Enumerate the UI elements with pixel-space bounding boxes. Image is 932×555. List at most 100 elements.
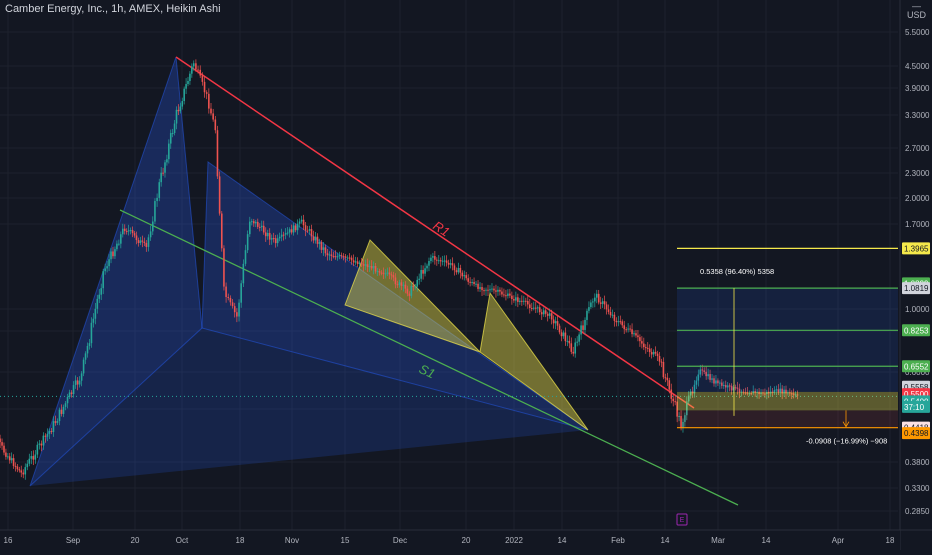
candle-body: [672, 398, 675, 402]
candle-body: [542, 310, 545, 315]
candle-body: [738, 388, 741, 393]
candle-body: [22, 472, 25, 475]
candle-body: [252, 221, 255, 224]
candle-body: [340, 255, 343, 257]
measure-down-arrow: [842, 421, 850, 428]
candle-body: [507, 293, 509, 296]
time-tick-label: Feb: [611, 536, 625, 545]
candle-body: [7, 456, 9, 458]
candle-body: [517, 297, 519, 302]
time-tick-label: 2022: [505, 536, 523, 545]
price-badge-8: [902, 400, 930, 413]
candle-body: [191, 66, 193, 74]
candle-body: [469, 281, 471, 283]
candle-body: [282, 234, 285, 236]
candle-body: [120, 234, 122, 244]
price-badge-3: [902, 324, 930, 337]
candle-body: [143, 241, 146, 243]
price-tick-label: 0.3800: [905, 458, 930, 467]
candle-body: [627, 328, 629, 330]
candle-body: [223, 248, 225, 287]
candle-body: [584, 319, 586, 330]
candle-body: [24, 467, 27, 475]
candle-body: [139, 240, 142, 243]
candle-body: [276, 238, 279, 244]
candle-body: [742, 391, 745, 393]
candle-body: [758, 391, 760, 394]
candle-body: [185, 84, 187, 89]
candle-body: [78, 380, 81, 385]
price-tick-label: 1.7000: [905, 220, 930, 229]
candle-body: [603, 301, 606, 305]
candle-body: [352, 260, 355, 263]
candle-body: [719, 382, 721, 384]
candle-body: [680, 416, 682, 429]
candle-body: [693, 384, 696, 394]
candle-body: [220, 213, 223, 249]
candle-body: [20, 470, 23, 473]
candle-body: [110, 251, 112, 260]
candle-body: [485, 289, 487, 291]
candle-body: [272, 238, 275, 240]
candle-body: [794, 394, 797, 396]
candle-body: [546, 313, 549, 316]
measure-down-label: -0.0908 (−16.99%) −908: [806, 437, 887, 446]
candle-body: [212, 113, 214, 120]
harmonic-patterns: [29, 56, 589, 487]
candle-body: [380, 272, 383, 274]
candle-body: [68, 392, 71, 398]
candle-body: [354, 261, 357, 263]
candle-body: [475, 283, 477, 285]
candle-body: [404, 284, 407, 289]
candle-body: [10, 458, 13, 461]
candle-body: [12, 458, 15, 466]
candle-body: [684, 415, 686, 422]
price-axis: 5.5000 4.5000 3.9000 3.3000 2.7000 2.3000 2.00…: [899, 0, 932, 550]
candle-body: [570, 343, 573, 352]
candle-body: [278, 236, 281, 239]
candle-body: [40, 443, 43, 446]
candle-body: [654, 351, 657, 354]
candle-body: [162, 172, 164, 174]
candle-body: [254, 221, 257, 224]
candle-body: [318, 242, 321, 244]
candle-body: [717, 380, 719, 384]
price-badge-4: [902, 360, 930, 373]
candle-body: [766, 391, 768, 394]
candle-body: [538, 307, 541, 313]
candle-body: [505, 295, 507, 297]
candle-body: [266, 232, 269, 237]
candle-body: [674, 401, 676, 403]
candle-body: [432, 256, 434, 258]
candle-body: [34, 454, 37, 460]
candle-body: [414, 286, 417, 288]
candle-body: [284, 233, 287, 235]
candle-body: [86, 345, 89, 354]
candle-body: [179, 106, 182, 112]
candle-body: [658, 355, 661, 362]
candle-body: [619, 321, 622, 323]
candle-body: [374, 265, 377, 272]
candle-body: [527, 300, 529, 305]
currency-top-mark: —: [911, 1, 921, 11]
candle-body: [135, 235, 138, 241]
candle-body: [264, 232, 267, 237]
candle-body: [586, 310, 588, 320]
candle-body: [597, 293, 600, 303]
candle-body: [370, 266, 373, 269]
candle-body: [286, 232, 289, 234]
candle-body: [28, 458, 31, 464]
candle-body: [141, 240, 144, 242]
candle-body: [48, 431, 51, 434]
candle-body: [437, 260, 440, 262]
candle-body: [392, 275, 395, 278]
candle-body: [300, 219, 303, 222]
candle-body: [633, 333, 635, 335]
candle-body: [158, 182, 161, 198]
candle-body: [785, 389, 787, 394]
candle-body: [376, 271, 379, 273]
symbol-header[interactable]: Camber Energy, Inc., 1h, AMEX, Heikin As…: [5, 3, 221, 15]
candle-body: [356, 261, 359, 264]
